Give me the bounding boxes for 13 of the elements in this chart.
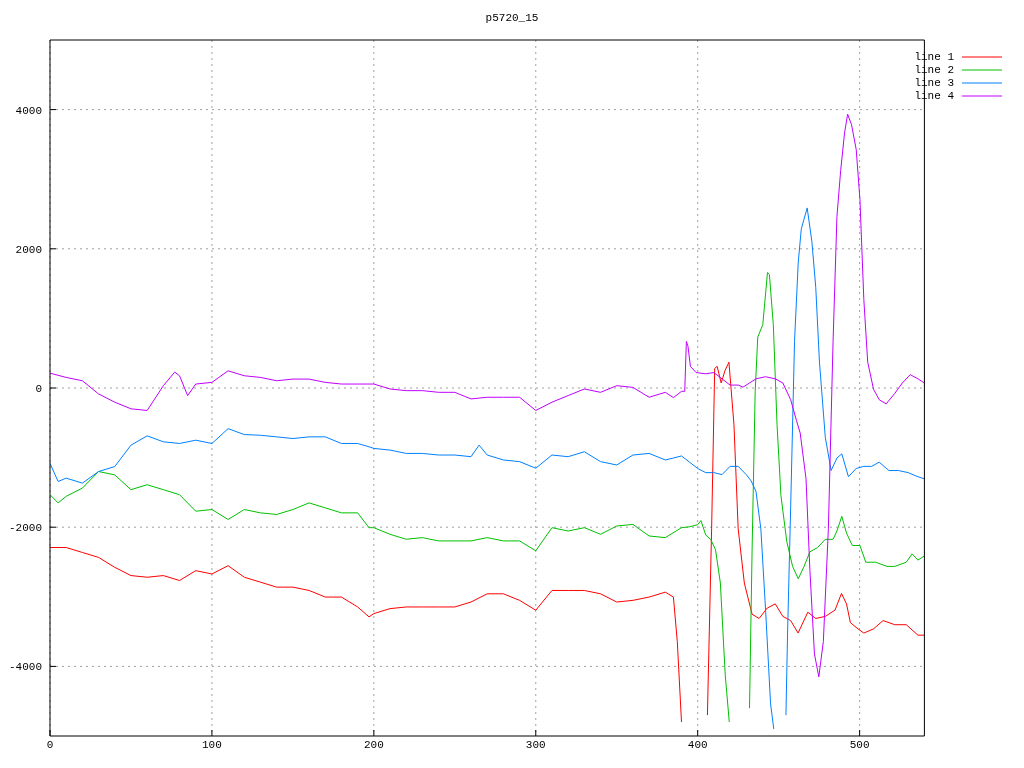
x-tick-label: 200 xyxy=(363,738,384,751)
chart-title: p5720_15 xyxy=(484,12,540,24)
x-tick-label: 0 xyxy=(46,738,54,751)
y-tick-label: -2000 xyxy=(8,522,42,535)
y-tick-label: -4000 xyxy=(8,661,42,674)
x-tick-label: 100 xyxy=(202,738,222,751)
y-tick-label: 2000 xyxy=(15,243,42,256)
x-tick-label: 400 xyxy=(687,738,708,751)
x-tick-label: 300 xyxy=(525,738,546,751)
line-series xyxy=(50,113,925,678)
x-tick-label: 500 xyxy=(849,738,870,751)
y-tick-label: 0 xyxy=(35,382,42,395)
y-tick-label: 4000 xyxy=(15,104,42,117)
